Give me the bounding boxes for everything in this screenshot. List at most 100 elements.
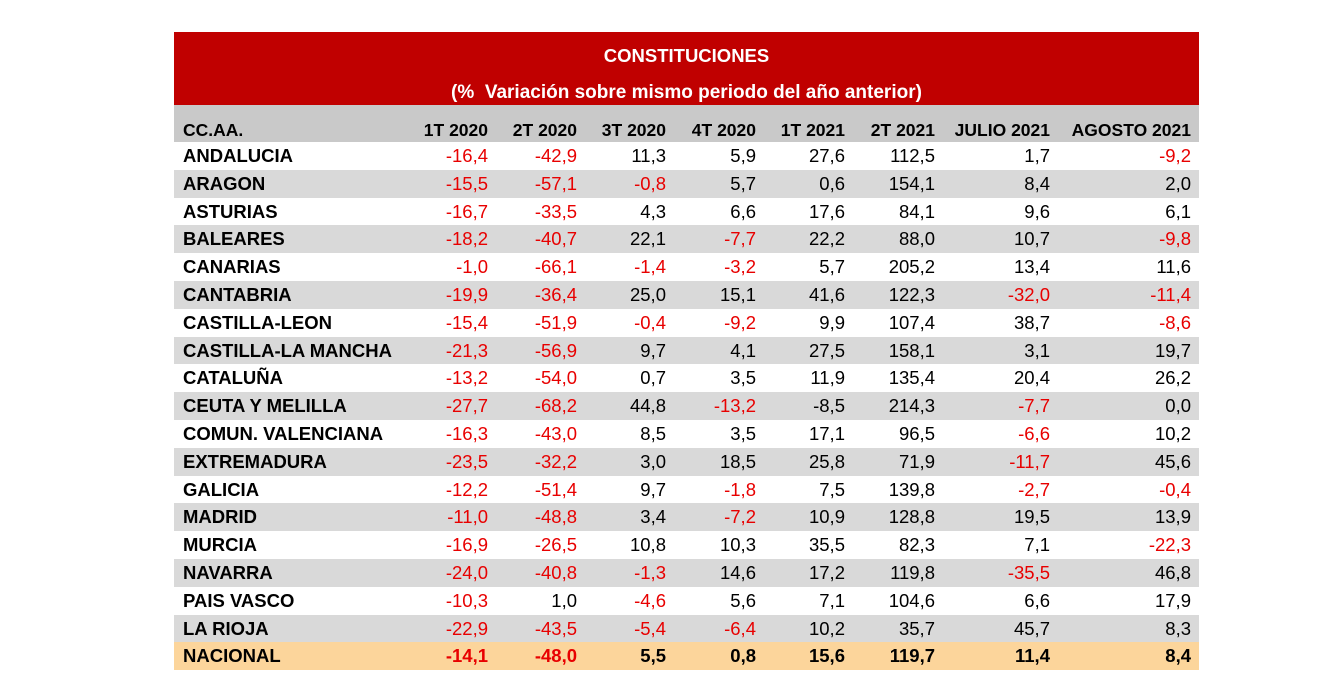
value-cell: 6,6 bbox=[1024, 589, 1050, 611]
value-cell: -21,3 bbox=[445, 339, 488, 361]
value-cell: 154,1 bbox=[888, 172, 935, 194]
value-cell: -35,5 bbox=[1007, 561, 1050, 583]
value-cell: -51,4 bbox=[534, 478, 577, 500]
table-row: MURCIA -16,9 -26,5 10,8 10,3 35,5 82,3 7,1 -22,3 bbox=[174, 531, 1199, 559]
value-cell: 3,5 bbox=[730, 422, 756, 444]
value-cell: 82,3 bbox=[898, 534, 935, 556]
region-cell: GALICIA bbox=[183, 478, 260, 500]
table-subtitle: (% Variación sobre mismo periodo del año… bbox=[451, 82, 922, 103]
value-cell: 10,7 bbox=[1013, 228, 1050, 250]
value-cell: -1,3 bbox=[634, 561, 666, 583]
value-cell: 18,5 bbox=[719, 450, 756, 472]
value-cell: 8,5 bbox=[640, 422, 666, 444]
value-cell: 88,0 bbox=[898, 228, 935, 250]
region-cell: MADRID bbox=[183, 506, 257, 528]
value-cell: -11,0 bbox=[447, 506, 488, 528]
value-cell: -54,0 bbox=[534, 367, 577, 389]
value-cell: -6,6 bbox=[1018, 422, 1050, 444]
value-cell: 205,2 bbox=[888, 256, 935, 278]
value-cell: 5,6 bbox=[730, 589, 756, 611]
column-header-row: CC.AA. 1T 2020 2T 2020 3T 2020 4T 2020 1T 202… bbox=[174, 105, 1199, 142]
region-cell: CANARIAS bbox=[183, 256, 281, 278]
value-cell: 11,4 bbox=[1015, 645, 1050, 667]
value-cell: 122,3 bbox=[888, 283, 935, 305]
column-header: 2T 2021 bbox=[870, 120, 935, 140]
value-cell: 84,1 bbox=[898, 200, 935, 222]
table-row: ANDALUCIA -16,4 -42,9 11,3 5,9 27,6 112,5 1,7 -9… bbox=[174, 142, 1199, 170]
value-cell: 11,3 bbox=[631, 145, 666, 166]
value-cell: -48,0 bbox=[534, 645, 577, 667]
value-cell: 35,5 bbox=[808, 534, 845, 556]
table-row: PAIS VASCO -10,3 1,0 -4,6 5,6 7,1 104,6 6,6 17,9 bbox=[174, 587, 1199, 615]
value-cell: 119,8 bbox=[890, 561, 935, 583]
value-cell: -0,4 bbox=[634, 311, 666, 333]
value-cell: -48,8 bbox=[534, 506, 577, 528]
value-cell: -26,5 bbox=[534, 534, 577, 556]
value-cell: -43,0 bbox=[534, 422, 577, 444]
value-cell: -40,7 bbox=[534, 228, 577, 250]
table-banner: CONSTITUCIONES (% Variación sobre mismo … bbox=[174, 32, 1199, 105]
value-cell: 8,4 bbox=[1024, 172, 1050, 194]
region-cell: NAVARRA bbox=[183, 561, 273, 583]
value-cell: -23,5 bbox=[445, 450, 488, 472]
table-row: BALEARES -18,2 -40,7 22,1 -7,7 22,2 88,0 10,7 -9… bbox=[174, 225, 1199, 254]
value-cell: 27,6 bbox=[808, 145, 845, 166]
region-cell: ARAGON bbox=[183, 172, 266, 194]
value-cell: 25,0 bbox=[629, 283, 666, 305]
table-row: CASTILLA-LEON -15,4 -51,9 -0,4 -9,2 9,9 107,4 3… bbox=[174, 309, 1199, 337]
region-cell: NACIONAL bbox=[183, 645, 281, 667]
region-cell: CEUTA Y MELILLA bbox=[183, 395, 347, 417]
value-cell: -3,2 bbox=[724, 256, 756, 278]
value-cell: -11,4 bbox=[1150, 283, 1191, 305]
value-cell: -51,9 bbox=[534, 311, 577, 333]
value-cell: -16,7 bbox=[445, 200, 488, 222]
value-cell: -43,5 bbox=[534, 617, 577, 639]
value-cell: 5,7 bbox=[819, 256, 845, 278]
value-cell: -12,2 bbox=[445, 478, 488, 500]
value-cell: 38,7 bbox=[1013, 311, 1050, 333]
value-cell: -9,8 bbox=[1159, 228, 1191, 250]
value-cell: -1,8 bbox=[724, 478, 756, 500]
value-cell: 107,4 bbox=[888, 311, 935, 333]
value-cell: 15,1 bbox=[719, 283, 756, 305]
value-cell: 1,7 bbox=[1024, 145, 1050, 166]
region-cell: MURCIA bbox=[183, 534, 257, 556]
column-header: 1T 2020 bbox=[423, 120, 488, 140]
value-cell: -9,2 bbox=[1159, 145, 1191, 166]
table-row: CEUTA Y MELILLA -27,7 -68,2 44,8 -13,2 -8,5 21… bbox=[174, 392, 1199, 420]
table-row: ARAGON -15,5 -57,1 -0,8 5,7 0,6 154,1 8,4 2,0 bbox=[174, 169, 1199, 198]
value-cell: -15,4 bbox=[445, 311, 488, 333]
value-cell: -36,4 bbox=[534, 283, 577, 305]
value-cell: -1,0 bbox=[456, 256, 488, 278]
value-cell: 96,5 bbox=[898, 422, 935, 444]
region-cell: BALEARES bbox=[183, 228, 285, 250]
value-cell: 19,5 bbox=[1013, 506, 1050, 528]
region-cell: PAIS VASCO bbox=[183, 589, 295, 611]
value-cell: -42,9 bbox=[534, 145, 577, 166]
value-cell: -10,3 bbox=[445, 589, 488, 611]
value-cell: 9,7 bbox=[640, 478, 666, 500]
value-cell: 3,5 bbox=[730, 367, 756, 389]
value-cell: 11,6 bbox=[1156, 256, 1191, 278]
column-header: JULIO 2021 bbox=[954, 120, 1050, 140]
value-cell: 10,8 bbox=[629, 534, 666, 556]
value-cell: -7,2 bbox=[724, 506, 756, 528]
value-cell: -7,7 bbox=[1018, 395, 1050, 417]
value-cell: 112,5 bbox=[890, 145, 935, 166]
value-cell: -16,9 bbox=[445, 534, 488, 556]
value-cell: -9,2 bbox=[724, 311, 756, 333]
value-cell: -5,4 bbox=[634, 617, 666, 639]
value-cell: 6,1 bbox=[1165, 200, 1191, 222]
value-cell: -24,0 bbox=[445, 561, 488, 583]
value-cell: -2,7 bbox=[1018, 478, 1050, 500]
value-cell: 13,4 bbox=[1013, 256, 1050, 278]
table-title: CONSTITUCIONES bbox=[603, 45, 770, 66]
value-cell: 3,0 bbox=[640, 450, 666, 472]
value-cell: -4,6 bbox=[634, 589, 666, 611]
value-cell: 10,3 bbox=[719, 534, 756, 556]
value-cell: 25,8 bbox=[808, 450, 845, 472]
value-cell: -8,6 bbox=[1159, 311, 1191, 333]
value-cell: 9,7 bbox=[640, 339, 666, 361]
value-cell: 0,8 bbox=[730, 645, 756, 667]
region-cell: EXTREMADURA bbox=[183, 450, 327, 472]
